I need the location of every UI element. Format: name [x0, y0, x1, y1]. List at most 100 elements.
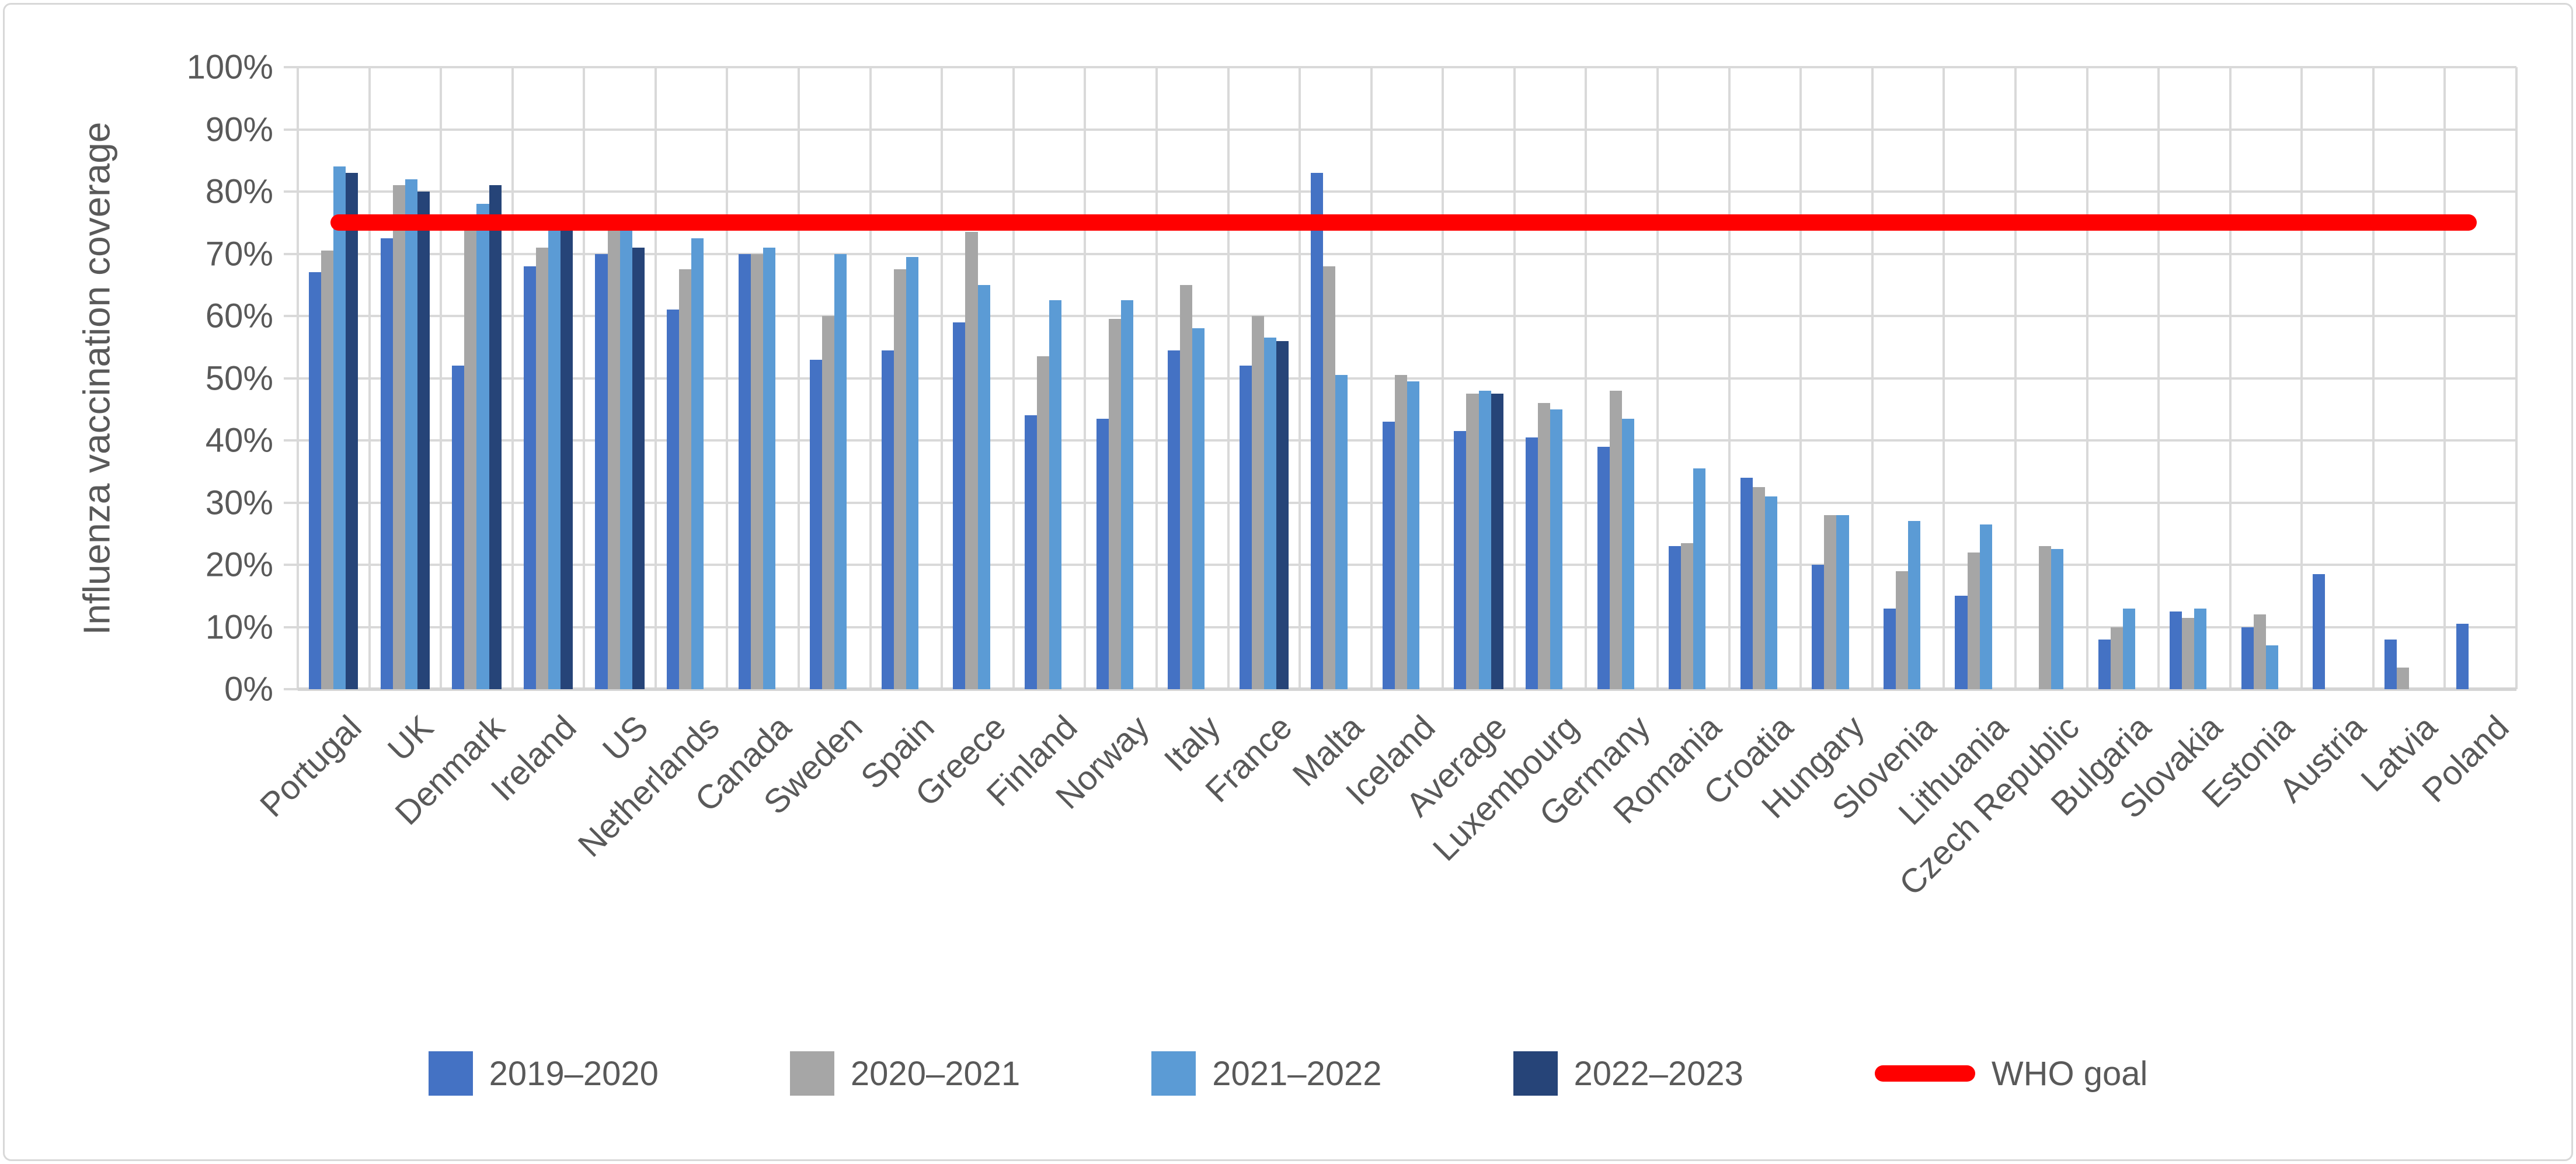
legend-item: 2022–2023: [1513, 1051, 1743, 1096]
legend-label: 2019–2020: [489, 1054, 659, 1093]
bar: [810, 359, 823, 689]
bar: [380, 238, 393, 689]
legend-label: WHO goal: [1991, 1054, 2148, 1093]
legend-swatch: [1151, 1051, 1196, 1096]
y-tick-mark: [284, 66, 298, 68]
legend-item: 2021–2022: [1151, 1051, 1382, 1096]
bar: [1764, 496, 1777, 689]
y-tick-label: 0%: [224, 670, 273, 708]
bar: [1335, 375, 1348, 689]
gridline-vertical: [440, 67, 443, 689]
y-tick-label: 50%: [205, 359, 273, 397]
bar: [1883, 608, 1896, 689]
bar: [1669, 546, 1682, 689]
y-axis-title-box: Influenza vaccination coverage: [70, 67, 123, 689]
legend-label: 2022–2023: [1574, 1054, 1743, 1093]
legend-swatch: [789, 1051, 834, 1096]
plot-area: [297, 66, 2518, 691]
who-goal-line: [330, 214, 2477, 231]
bar: [392, 185, 405, 689]
bar: [2253, 614, 2266, 689]
bar: [2098, 639, 2111, 689]
bar: [346, 173, 358, 689]
gridline-vertical: [1084, 67, 1087, 689]
bar: [2182, 617, 2195, 689]
gridline-vertical: [2086, 67, 2088, 689]
y-axis-title: Influenza vaccination coverage: [75, 121, 117, 635]
bar: [476, 204, 489, 689]
bar: [595, 253, 608, 689]
y-tick-label: 80%: [205, 172, 273, 211]
gridline-vertical: [511, 67, 514, 689]
bar: [452, 366, 465, 689]
gridline-vertical: [1585, 67, 1588, 689]
gridline-vertical: [1299, 67, 1301, 689]
gridline-vertical: [1442, 67, 1444, 689]
bar: [1276, 340, 1289, 689]
bar: [1979, 524, 1992, 689]
gridline-vertical: [1799, 67, 1802, 689]
bar: [2384, 639, 2397, 689]
bar: [1263, 338, 1276, 689]
bar: [1407, 381, 1420, 689]
bar: [1525, 437, 1538, 689]
gridline-vertical: [2229, 67, 2232, 689]
bar: [1836, 515, 1849, 689]
legend-label: 2020–2021: [850, 1054, 1021, 1093]
y-tick-label: 20%: [205, 545, 273, 584]
legend-item-who-goal: WHO goal: [1874, 1054, 2148, 1093]
gridline-horizontal: [298, 190, 2516, 193]
bar: [1239, 366, 1252, 689]
bar: [548, 228, 561, 689]
y-tick-mark: [284, 315, 298, 317]
gridline-vertical: [726, 67, 729, 689]
y-tick-mark: [284, 252, 298, 255]
gridline-vertical: [1656, 67, 1659, 689]
bar: [1967, 552, 1980, 689]
bar: [1192, 328, 1205, 689]
bar: [834, 253, 847, 689]
bar: [1454, 431, 1467, 689]
legend: 2019–2020 2020–2021 2021–2022 2022–2023 WHO …: [0, 1038, 2576, 1109]
bar: [619, 228, 632, 689]
bar: [405, 179, 417, 689]
y-tick-mark: [284, 501, 298, 504]
bar: [691, 238, 704, 689]
bar: [1096, 418, 1109, 689]
bar: [965, 232, 978, 689]
y-tick-label: 70%: [205, 235, 273, 273]
bar: [1168, 350, 1181, 689]
gridline-vertical: [1012, 67, 1015, 689]
bar: [1037, 356, 1050, 689]
bar: [1311, 173, 1324, 689]
bar: [489, 185, 502, 689]
legend-label: 2021–2022: [1212, 1054, 1382, 1093]
bar: [1466, 394, 1479, 689]
bar: [1895, 571, 1909, 689]
bar: [1394, 375, 1407, 689]
bar: [1108, 319, 1121, 689]
bar: [1323, 266, 1336, 689]
bar: [1908, 521, 1921, 689]
bar: [977, 284, 990, 689]
bar: [953, 322, 966, 689]
gridline-vertical: [798, 67, 800, 689]
bar: [2110, 627, 2123, 689]
bar: [1740, 477, 1753, 689]
bar: [632, 247, 645, 689]
bar: [2051, 549, 2064, 689]
gridline-vertical: [2157, 67, 2160, 689]
bar: [667, 310, 680, 689]
gridline-vertical: [297, 67, 299, 689]
bar: [464, 228, 477, 689]
bar: [2397, 667, 2410, 689]
x-axis-line: [298, 687, 2516, 691]
bar: [309, 272, 322, 689]
gridline-vertical: [583, 67, 586, 689]
gridline-vertical: [2014, 67, 2017, 689]
bar: [1478, 390, 1491, 689]
bar: [333, 166, 346, 689]
gridline-vertical: [1871, 67, 1874, 689]
bar: [2170, 611, 2182, 689]
bar: [2039, 546, 2052, 689]
